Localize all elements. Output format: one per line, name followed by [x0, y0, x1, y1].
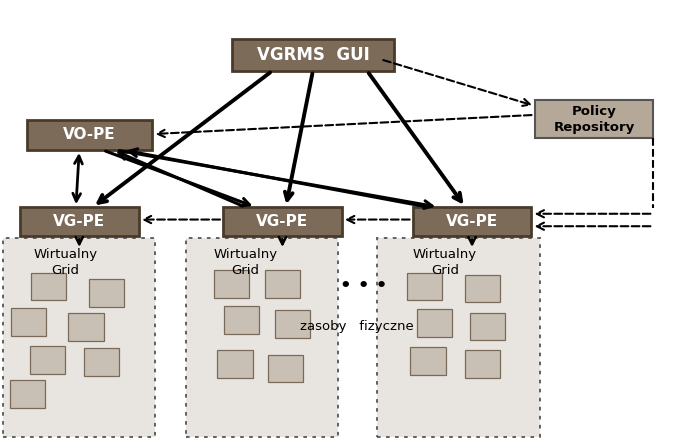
FancyBboxPatch shape: [464, 350, 500, 378]
Text: VG-PE: VG-PE: [256, 214, 309, 229]
FancyBboxPatch shape: [407, 272, 442, 300]
FancyBboxPatch shape: [214, 270, 250, 298]
FancyBboxPatch shape: [534, 100, 653, 138]
Text: • • •: • • •: [340, 277, 388, 295]
FancyBboxPatch shape: [89, 279, 124, 307]
FancyBboxPatch shape: [11, 308, 46, 336]
FancyBboxPatch shape: [218, 350, 253, 378]
Text: Wirtualny
Grid: Wirtualny Grid: [213, 249, 277, 277]
FancyBboxPatch shape: [268, 355, 303, 383]
FancyBboxPatch shape: [470, 313, 505, 340]
Text: zasoby   fizyczne: zasoby fizyczne: [300, 320, 414, 333]
Text: VG-PE: VG-PE: [53, 214, 105, 229]
FancyBboxPatch shape: [10, 380, 45, 408]
Text: Policy
Repository: Policy Repository: [554, 105, 634, 134]
FancyBboxPatch shape: [275, 310, 310, 338]
FancyBboxPatch shape: [31, 272, 67, 300]
FancyBboxPatch shape: [20, 207, 139, 236]
FancyBboxPatch shape: [413, 207, 531, 236]
FancyBboxPatch shape: [232, 39, 394, 71]
FancyBboxPatch shape: [464, 275, 500, 302]
FancyBboxPatch shape: [224, 306, 259, 333]
FancyBboxPatch shape: [27, 120, 152, 150]
FancyBboxPatch shape: [223, 207, 341, 236]
FancyBboxPatch shape: [84, 348, 119, 376]
FancyBboxPatch shape: [377, 238, 540, 437]
Text: VGRMS  GUI: VGRMS GUI: [256, 46, 369, 64]
FancyBboxPatch shape: [186, 238, 339, 437]
FancyBboxPatch shape: [411, 347, 445, 375]
FancyBboxPatch shape: [30, 346, 65, 374]
Text: VG-PE: VG-PE: [446, 214, 498, 229]
Text: Wirtualny
Grid: Wirtualny Grid: [34, 249, 98, 277]
Text: VO-PE: VO-PE: [63, 127, 116, 142]
Text: Wirtualny
Grid: Wirtualny Grid: [413, 249, 477, 277]
FancyBboxPatch shape: [418, 309, 452, 336]
FancyBboxPatch shape: [3, 238, 156, 437]
FancyBboxPatch shape: [69, 314, 103, 341]
FancyBboxPatch shape: [265, 270, 300, 298]
